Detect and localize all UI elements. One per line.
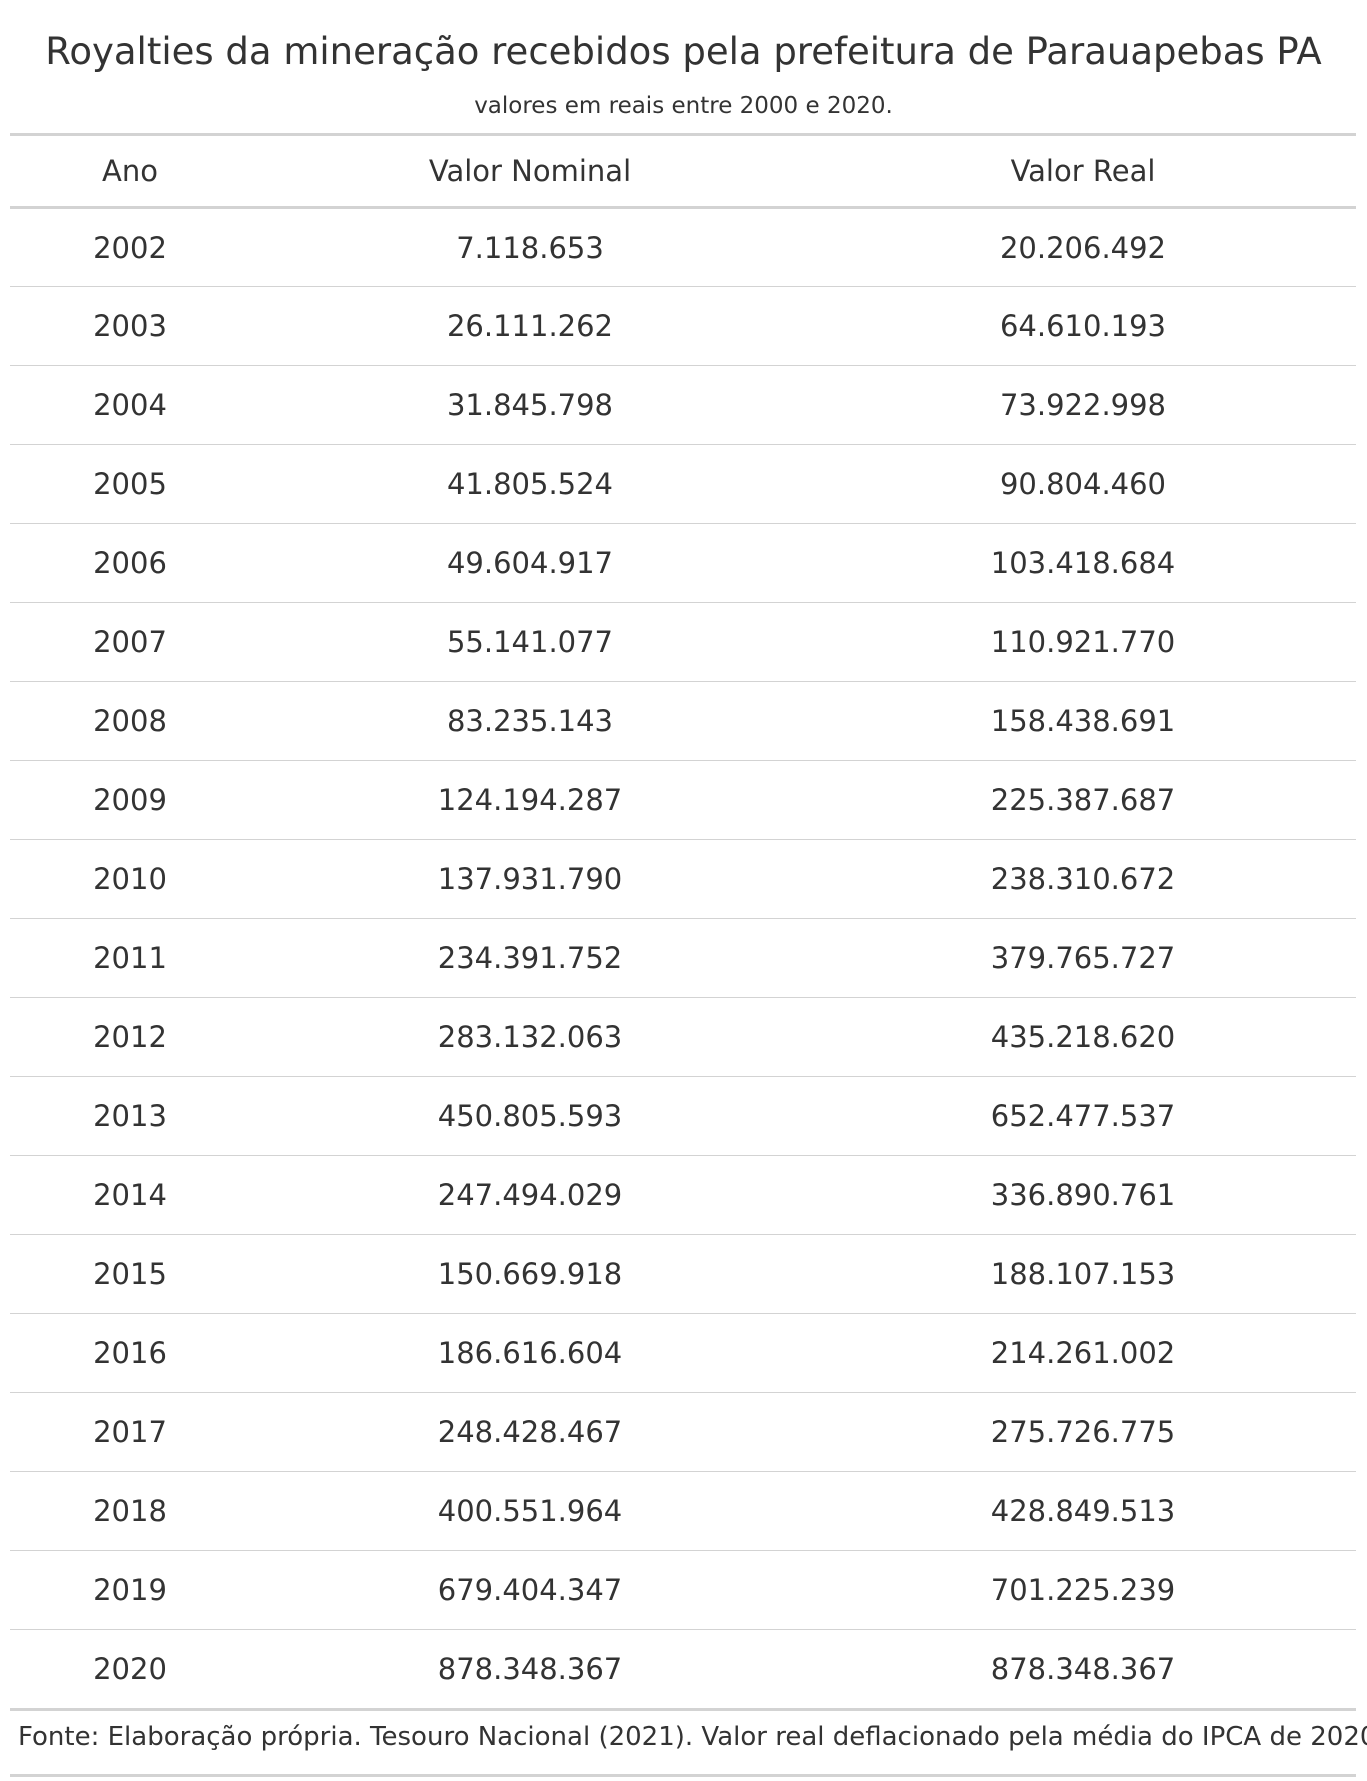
- table-row: 2019 679.404.347 701.225.239: [10, 1550, 1356, 1630]
- cell-ano: 2016: [10, 1313, 250, 1393]
- cell-valor-nominal: 400.551.964: [250, 1471, 810, 1551]
- cell-valor-real: 336.890.761: [810, 1155, 1356, 1235]
- cell-valor-nominal: 248.428.467: [250, 1392, 810, 1472]
- cell-valor-real: 73.922.998: [810, 365, 1356, 445]
- cell-valor-real: 214.261.002: [810, 1313, 1356, 1393]
- table-row: 2007 55.141.077 110.921.770: [10, 602, 1356, 682]
- cell-valor-real: 238.310.672: [810, 839, 1356, 919]
- header-top-rule: [10, 133, 1356, 136]
- table-row: 2004 31.845.798 73.922.998: [10, 365, 1356, 445]
- cell-ano: 2003: [10, 286, 250, 366]
- cell-ano: 2006: [10, 523, 250, 603]
- cell-ano: 2007: [10, 602, 250, 682]
- cell-valor-nominal: 150.669.918: [250, 1234, 810, 1314]
- table-title: Royalties da mineração recebidos pela pr…: [45, 30, 1322, 73]
- cell-valor-real: 435.218.620: [810, 997, 1356, 1077]
- cell-valor-real: 158.438.691: [810, 681, 1356, 761]
- table-row: 2020 878.348.367 878.348.367: [10, 1629, 1356, 1711]
- table-row: 2009 124.194.287 225.387.687: [10, 760, 1356, 840]
- column-header-ano: Ano: [10, 136, 250, 209]
- cell-valor-nominal: 31.845.798: [250, 365, 810, 445]
- table-row: 2003 26.111.262 64.610.193: [10, 286, 1356, 366]
- table-row: 2015 150.669.918 188.107.153: [10, 1234, 1356, 1314]
- table-row: 2014 247.494.029 336.890.761: [10, 1155, 1356, 1235]
- table-row: 2017 248.428.467 275.726.775: [10, 1392, 1356, 1472]
- column-header-valor-nominal: Valor Nominal: [250, 136, 810, 209]
- cell-valor-nominal: 679.404.347: [250, 1550, 810, 1630]
- cell-valor-real: 20.206.492: [810, 207, 1356, 287]
- cell-valor-real: 110.921.770: [810, 602, 1356, 682]
- cell-valor-nominal: 450.805.593: [250, 1076, 810, 1156]
- cell-ano: 2010: [10, 839, 250, 919]
- table-row: 2005 41.805.524 90.804.460: [10, 444, 1356, 524]
- cell-valor-nominal: 26.111.262: [250, 286, 810, 366]
- cell-ano: 2018: [10, 1471, 250, 1551]
- cell-valor-real: 103.418.684: [810, 523, 1356, 603]
- table-row: 2008 83.235.143 158.438.691: [10, 681, 1356, 761]
- cell-ano: 2020: [10, 1629, 250, 1711]
- cell-ano: 2009: [10, 760, 250, 840]
- cell-ano: 2015: [10, 1234, 250, 1314]
- cell-valor-nominal: 83.235.143: [250, 681, 810, 761]
- cell-ano: 2019: [10, 1550, 250, 1630]
- footer-bottom-rule: [10, 1774, 1356, 1777]
- cell-valor-nominal: 186.616.604: [250, 1313, 810, 1393]
- table-subtitle: valores em reais entre 2000 e 2020.: [474, 93, 893, 119]
- cell-ano: 2005: [10, 444, 250, 524]
- cell-valor-nominal: 234.391.752: [250, 918, 810, 998]
- cell-valor-nominal: 124.194.287: [250, 760, 810, 840]
- cell-valor-nominal: 49.604.917: [250, 523, 810, 603]
- cell-valor-real: 225.387.687: [810, 760, 1356, 840]
- cell-valor-real: 428.849.513: [810, 1471, 1356, 1551]
- cell-valor-nominal: 878.348.367: [250, 1629, 810, 1711]
- table-row: 2018 400.551.964 428.849.513: [10, 1471, 1356, 1551]
- cell-ano: 2011: [10, 918, 250, 998]
- cell-valor-real: 64.610.193: [810, 286, 1356, 366]
- cell-ano: 2002: [10, 207, 250, 287]
- table-row: 2010 137.931.790 238.310.672: [10, 839, 1356, 919]
- cell-valor-real: 652.477.537: [810, 1076, 1356, 1156]
- table-row: 2002 7.118.653 20.206.492: [10, 207, 1356, 287]
- table-row: 2016 186.616.604 214.261.002: [10, 1313, 1356, 1393]
- cell-valor-real: 188.107.153: [810, 1234, 1356, 1314]
- table-row: 2012 283.132.063 435.218.620: [10, 997, 1356, 1077]
- cell-valor-nominal: 137.931.790: [250, 839, 810, 919]
- cell-ano: 2013: [10, 1076, 250, 1156]
- cell-ano: 2004: [10, 365, 250, 445]
- table-row: 2006 49.604.917 103.418.684: [10, 523, 1356, 603]
- table-header-row: Ano Valor Nominal Valor Real: [10, 136, 1356, 209]
- cell-valor-nominal: 283.132.063: [250, 997, 810, 1077]
- cell-valor-real: 379.765.727: [810, 918, 1356, 998]
- cell-ano: 2012: [10, 997, 250, 1077]
- column-header-valor-real: Valor Real: [810, 136, 1356, 209]
- table-body: 2002 7.118.653 20.206.492 2003 26.111.262 64.…: [10, 207, 1356, 1711]
- cell-valor-nominal: 7.118.653: [250, 207, 810, 287]
- cell-valor-real: 275.726.775: [810, 1392, 1356, 1472]
- cell-valor-nominal: 55.141.077: [250, 602, 810, 682]
- table-footnote: Fonte: Elaboração própria. Tesouro Nacio…: [18, 1722, 1367, 1752]
- cell-valor-nominal: 41.805.524: [250, 444, 810, 524]
- cell-ano: 2008: [10, 681, 250, 761]
- cell-valor-nominal: 247.494.029: [250, 1155, 810, 1235]
- cell-ano: 2017: [10, 1392, 250, 1472]
- cell-ano: 2014: [10, 1155, 250, 1235]
- royalties-table: Ano Valor Nominal Valor Real 2002 7.118.6…: [10, 136, 1356, 1711]
- cell-valor-real: 90.804.460: [810, 444, 1356, 524]
- table-row: 2011 234.391.752 379.765.727: [10, 918, 1356, 998]
- cell-valor-real: 878.348.367: [810, 1629, 1356, 1711]
- cell-valor-real: 701.225.239: [810, 1550, 1356, 1630]
- table-row: 2013 450.805.593 652.477.537: [10, 1076, 1356, 1156]
